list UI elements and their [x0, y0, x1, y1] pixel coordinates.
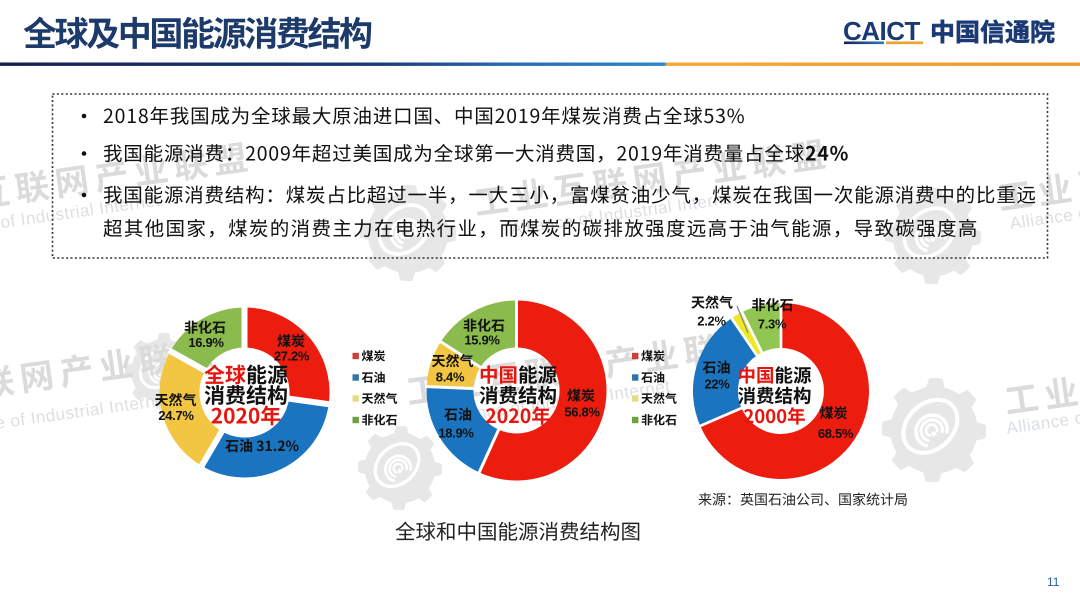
svg-text:16.9%: 16.9% [188, 335, 224, 350]
svg-text:15.9%: 15.9% [464, 333, 500, 348]
svg-text:2.2%: 2.2% [697, 314, 726, 329]
svg-text:56.8%: 56.8% [564, 405, 600, 420]
svg-text:7.3%: 7.3% [758, 317, 787, 332]
svg-text:27.2%: 27.2% [274, 349, 310, 364]
svg-text:8.4%: 8.4% [436, 370, 465, 385]
svg-text:24.7%: 24.7% [158, 408, 194, 423]
svg-text:Alliance of Industrial Interne: Alliance of Industrial Internet [0, 390, 172, 441]
svg-text:22%: 22% [704, 377, 730, 392]
svg-text:68.5%: 68.5% [818, 426, 854, 441]
svg-text:11: 11 [1047, 575, 1060, 589]
svg-text:CAICT: CAICT [843, 16, 921, 46]
svg-text:18.9%: 18.9% [438, 426, 474, 441]
